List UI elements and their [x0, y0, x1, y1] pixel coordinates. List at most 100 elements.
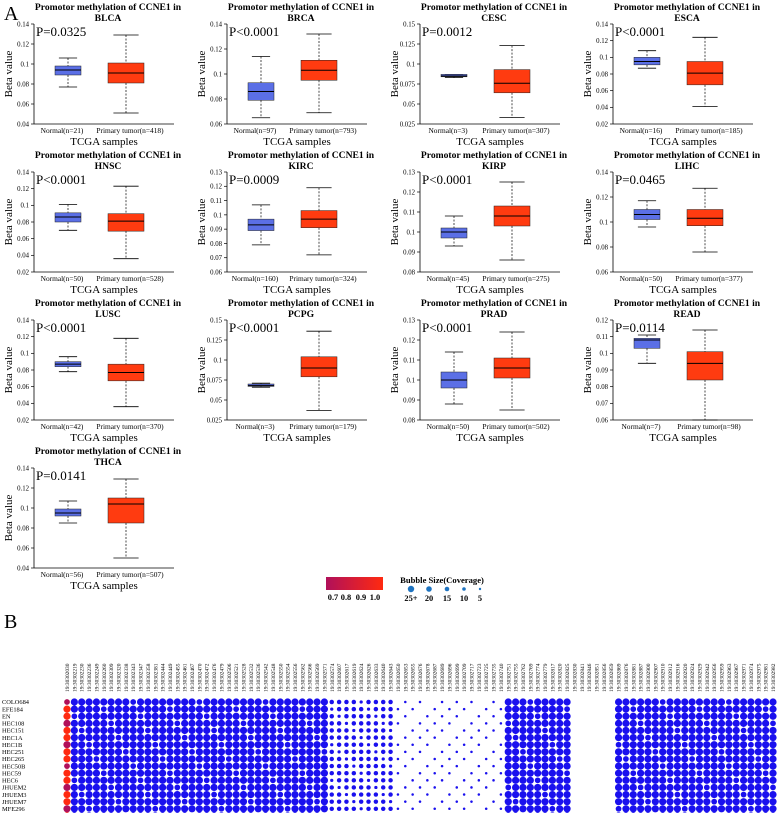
bubble — [747, 734, 755, 742]
y-tick-label: 0.05 — [403, 101, 415, 108]
bubble — [173, 790, 181, 799]
bubble — [85, 762, 93, 770]
bubble — [306, 720, 313, 727]
bubble — [261, 719, 270, 727]
bubble — [247, 748, 255, 756]
column-label: 19:30302650 — [396, 663, 402, 692]
bubble — [637, 712, 645, 720]
bubble — [563, 776, 571, 784]
y-tick-label: 0.12 — [17, 485, 29, 492]
column-label: 19:30302916 — [675, 663, 681, 692]
bubble — [92, 698, 101, 706]
y-axis-label: Beta value — [582, 199, 594, 246]
bubble — [526, 769, 534, 777]
bubble — [276, 805, 284, 813]
bubble — [136, 783, 145, 792]
bubble — [313, 762, 321, 770]
size-legend-bubble — [426, 586, 432, 592]
bubble — [329, 806, 334, 812]
bubble — [329, 799, 334, 804]
bubble — [381, 792, 385, 797]
p-value: P<0.0001 — [229, 24, 279, 39]
bubble — [681, 712, 689, 720]
bubble — [739, 755, 748, 763]
bubble — [548, 769, 556, 777]
bubble — [306, 805, 314, 813]
bubble — [688, 698, 696, 706]
y-tick-label: 0.1 — [407, 377, 416, 384]
bubble — [195, 769, 203, 777]
y-tick-label: 0.12 — [596, 194, 608, 201]
bubble — [329, 770, 334, 776]
bubble — [411, 729, 414, 732]
y-tick-label: 0.06 — [210, 269, 222, 276]
bubble — [306, 705, 314, 713]
bubble — [173, 769, 181, 777]
bubble — [366, 785, 371, 790]
bubble — [504, 748, 512, 756]
bubble — [284, 805, 291, 812]
bubble — [225, 726, 233, 735]
bubble — [92, 748, 101, 756]
bubble — [85, 748, 93, 756]
bubble — [519, 798, 527, 806]
bubble — [203, 798, 211, 806]
bubble — [196, 699, 203, 705]
bubble — [313, 719, 321, 727]
y-tick-label: 0.05 — [210, 397, 222, 404]
bubble — [614, 776, 623, 784]
column-label: 19:30302678 — [425, 663, 431, 692]
bubble — [100, 748, 108, 756]
bubble — [261, 790, 270, 799]
tumor-box — [493, 69, 531, 94]
bubble — [366, 749, 371, 755]
bubble — [637, 734, 645, 742]
bubble — [769, 705, 777, 713]
bubble — [100, 734, 108, 742]
bubble — [769, 762, 777, 770]
bubble — [739, 719, 748, 727]
boxplot-title-line: PRAD — [481, 309, 508, 320]
bubble — [344, 778, 349, 783]
bubble — [159, 719, 167, 727]
bubble — [411, 743, 414, 746]
bubble — [188, 790, 196, 799]
bubble — [644, 783, 652, 792]
bubble — [526, 741, 534, 749]
bubble — [534, 705, 542, 713]
column-label: 19:30302846 — [587, 663, 593, 692]
bubble — [114, 783, 123, 792]
bubble — [217, 769, 226, 777]
bubble — [556, 783, 564, 792]
bubble — [210, 705, 218, 713]
bubble — [320, 698, 328, 706]
p-value: P<0.0001 — [229, 320, 279, 335]
bubble — [137, 713, 144, 720]
bubble — [659, 790, 667, 799]
bubble — [717, 769, 726, 777]
bubble — [703, 805, 711, 813]
column-label: 19:30302467 — [190, 663, 196, 692]
bubble — [477, 729, 481, 732]
bubble — [145, 727, 151, 734]
bubble — [388, 706, 393, 712]
bubble — [688, 762, 696, 770]
bubble — [388, 764, 393, 768]
y-tick-label: 0.12 — [17, 186, 29, 193]
y-tick-label: 0.08 — [17, 525, 29, 532]
y-tick-label: 0.08 — [403, 269, 415, 276]
bubble — [63, 776, 71, 784]
bubble — [512, 798, 519, 805]
bubble — [732, 734, 740, 742]
row-label: JHUEM3 — [2, 792, 27, 799]
bubble — [284, 762, 292, 770]
y-axis-label: Beta value — [389, 347, 401, 394]
bubble — [92, 719, 101, 727]
bubble — [276, 712, 284, 720]
column-label: 19:30302699 — [455, 663, 461, 692]
bubble — [129, 790, 137, 799]
bubble — [526, 755, 534, 763]
column-label: 19:30302912 — [668, 663, 674, 692]
bubble — [563, 712, 571, 720]
bubble — [70, 762, 78, 770]
